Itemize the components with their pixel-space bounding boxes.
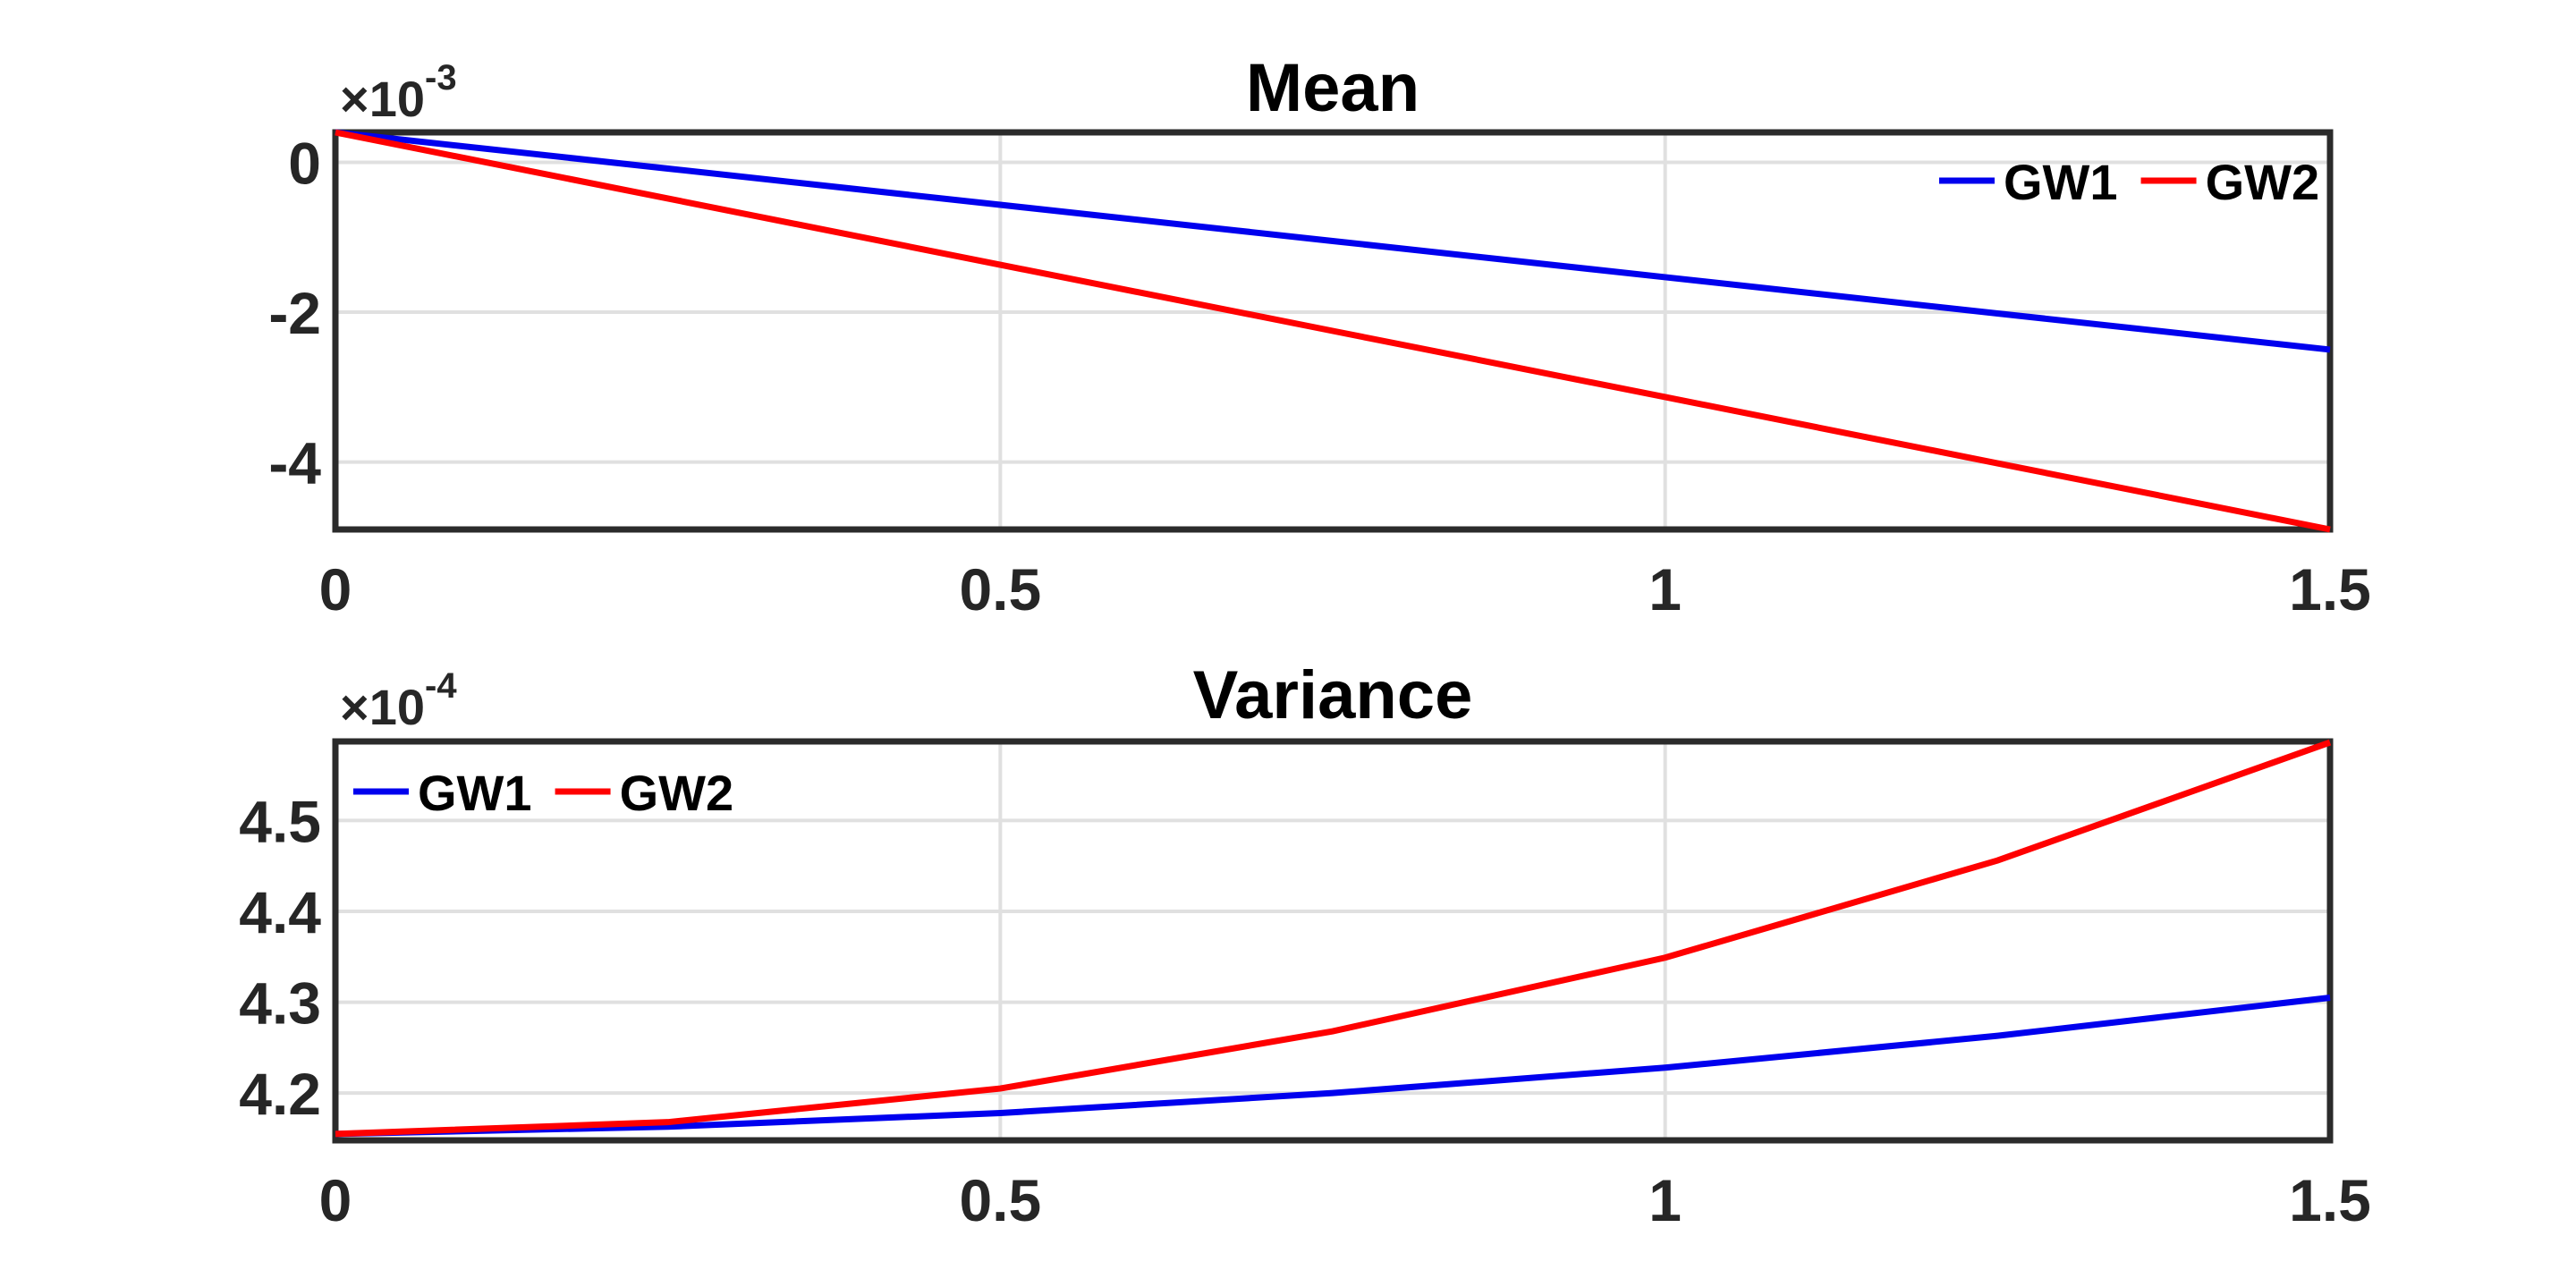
axes-box — [332, 129, 2334, 533]
legend-label-gw1: GW1 — [418, 765, 532, 821]
mean-plot: Mean ×10-3 0 0.5 1 1.5 0 -2 -4 GW1 GW2 — [268, 50, 2371, 622]
series-line-gw2 — [335, 129, 2331, 533]
legend-label-gw2: GW2 — [620, 765, 734, 821]
mean-y-exponent: ×10-3 — [340, 58, 457, 127]
y-tick-label: 4.5 — [239, 788, 321, 854]
legend-label-gw1: GW1 — [2004, 154, 2118, 210]
variance-plot: Variance ×10-4 0 0.5 1 1.5 4.2 4.3 4.4 4.5 GW1 GW… — [239, 657, 2371, 1233]
x-tick-label: 1 — [1648, 556, 1682, 622]
x-tick-label: 1.5 — [2289, 1167, 2371, 1233]
mean-title: Mean — [1246, 50, 1419, 126]
variance-y-exponent: ×10-4 — [340, 666, 457, 735]
x-tick-label: 0 — [319, 556, 352, 622]
x-tick-label: 0 — [319, 1167, 352, 1233]
series-line-gw1 — [335, 129, 2331, 353]
y-tick-label: 4.2 — [239, 1061, 321, 1127]
x-tick-label: 1 — [1648, 1167, 1682, 1233]
exponent-base: ×10 — [340, 71, 425, 127]
legend-label-gw2: GW2 — [2206, 154, 2320, 210]
x-tick-label: 0.5 — [959, 1167, 1041, 1233]
axes-box — [332, 738, 2334, 1144]
y-tick-label: 4.3 — [239, 970, 321, 1037]
variance-title: Variance — [1193, 657, 1473, 733]
series-line-gw2 — [335, 739, 2332, 1138]
series-line-gw1 — [335, 995, 2331, 1138]
y-tick-label: -2 — [268, 280, 321, 346]
exponent-power: -3 — [425, 58, 457, 97]
exponent-power: -4 — [425, 666, 457, 706]
x-tick-label: 1.5 — [2289, 556, 2371, 622]
exponent-base: ×10 — [340, 679, 425, 735]
x-tick-label: 0.5 — [959, 556, 1041, 622]
y-tick-label: 4.4 — [239, 879, 321, 945]
y-tick-label: -4 — [268, 430, 321, 496]
y-tick-label: 0 — [288, 131, 321, 197]
